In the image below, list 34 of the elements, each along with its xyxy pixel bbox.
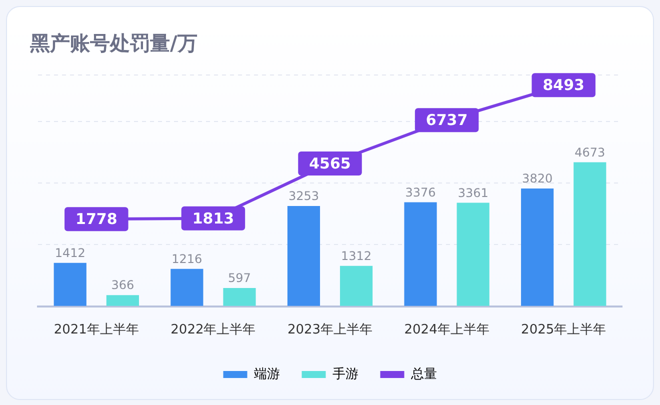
bar xyxy=(54,262,86,306)
x-tick-label: 2025年上半年 xyxy=(521,322,606,338)
data-label: 1312 xyxy=(341,249,372,264)
data-label: 3253 xyxy=(288,189,319,204)
x-tick-label: 2023年上半年 xyxy=(287,322,373,338)
bar xyxy=(223,288,256,306)
data-label: 1813 xyxy=(192,209,234,228)
data-label: 6737 xyxy=(426,111,468,130)
x-tick-label: 2021年上半年 xyxy=(54,322,139,338)
bar xyxy=(340,266,373,306)
data-label: 1216 xyxy=(172,252,202,266)
data-label: 3361 xyxy=(458,186,488,200)
data-label: 1778 xyxy=(76,210,118,228)
legend-label: 端游 xyxy=(254,366,280,382)
data-label: 366 xyxy=(111,278,134,292)
bar xyxy=(170,268,204,306)
data-label: 8493 xyxy=(542,76,584,94)
legend-label: 手游 xyxy=(332,366,358,382)
bar xyxy=(404,202,437,306)
bar xyxy=(287,206,320,306)
x-tick-label: 2024年上半年 xyxy=(404,322,490,338)
data-label: 3820 xyxy=(522,172,553,186)
bar xyxy=(574,162,606,306)
data-label: 4673 xyxy=(574,145,606,160)
data-label: 597 xyxy=(228,271,251,286)
bar xyxy=(456,202,490,306)
data-label: 4565 xyxy=(309,154,351,172)
data-label: 3376 xyxy=(405,185,436,200)
legend-label: 总量 xyxy=(410,366,437,382)
x-tick-label: 2022年上半年 xyxy=(170,322,256,338)
bar xyxy=(106,295,139,306)
bar xyxy=(521,188,554,306)
data-label: 1412 xyxy=(54,246,86,260)
chart-title: 黑产账号处罚量/万 xyxy=(30,30,198,57)
